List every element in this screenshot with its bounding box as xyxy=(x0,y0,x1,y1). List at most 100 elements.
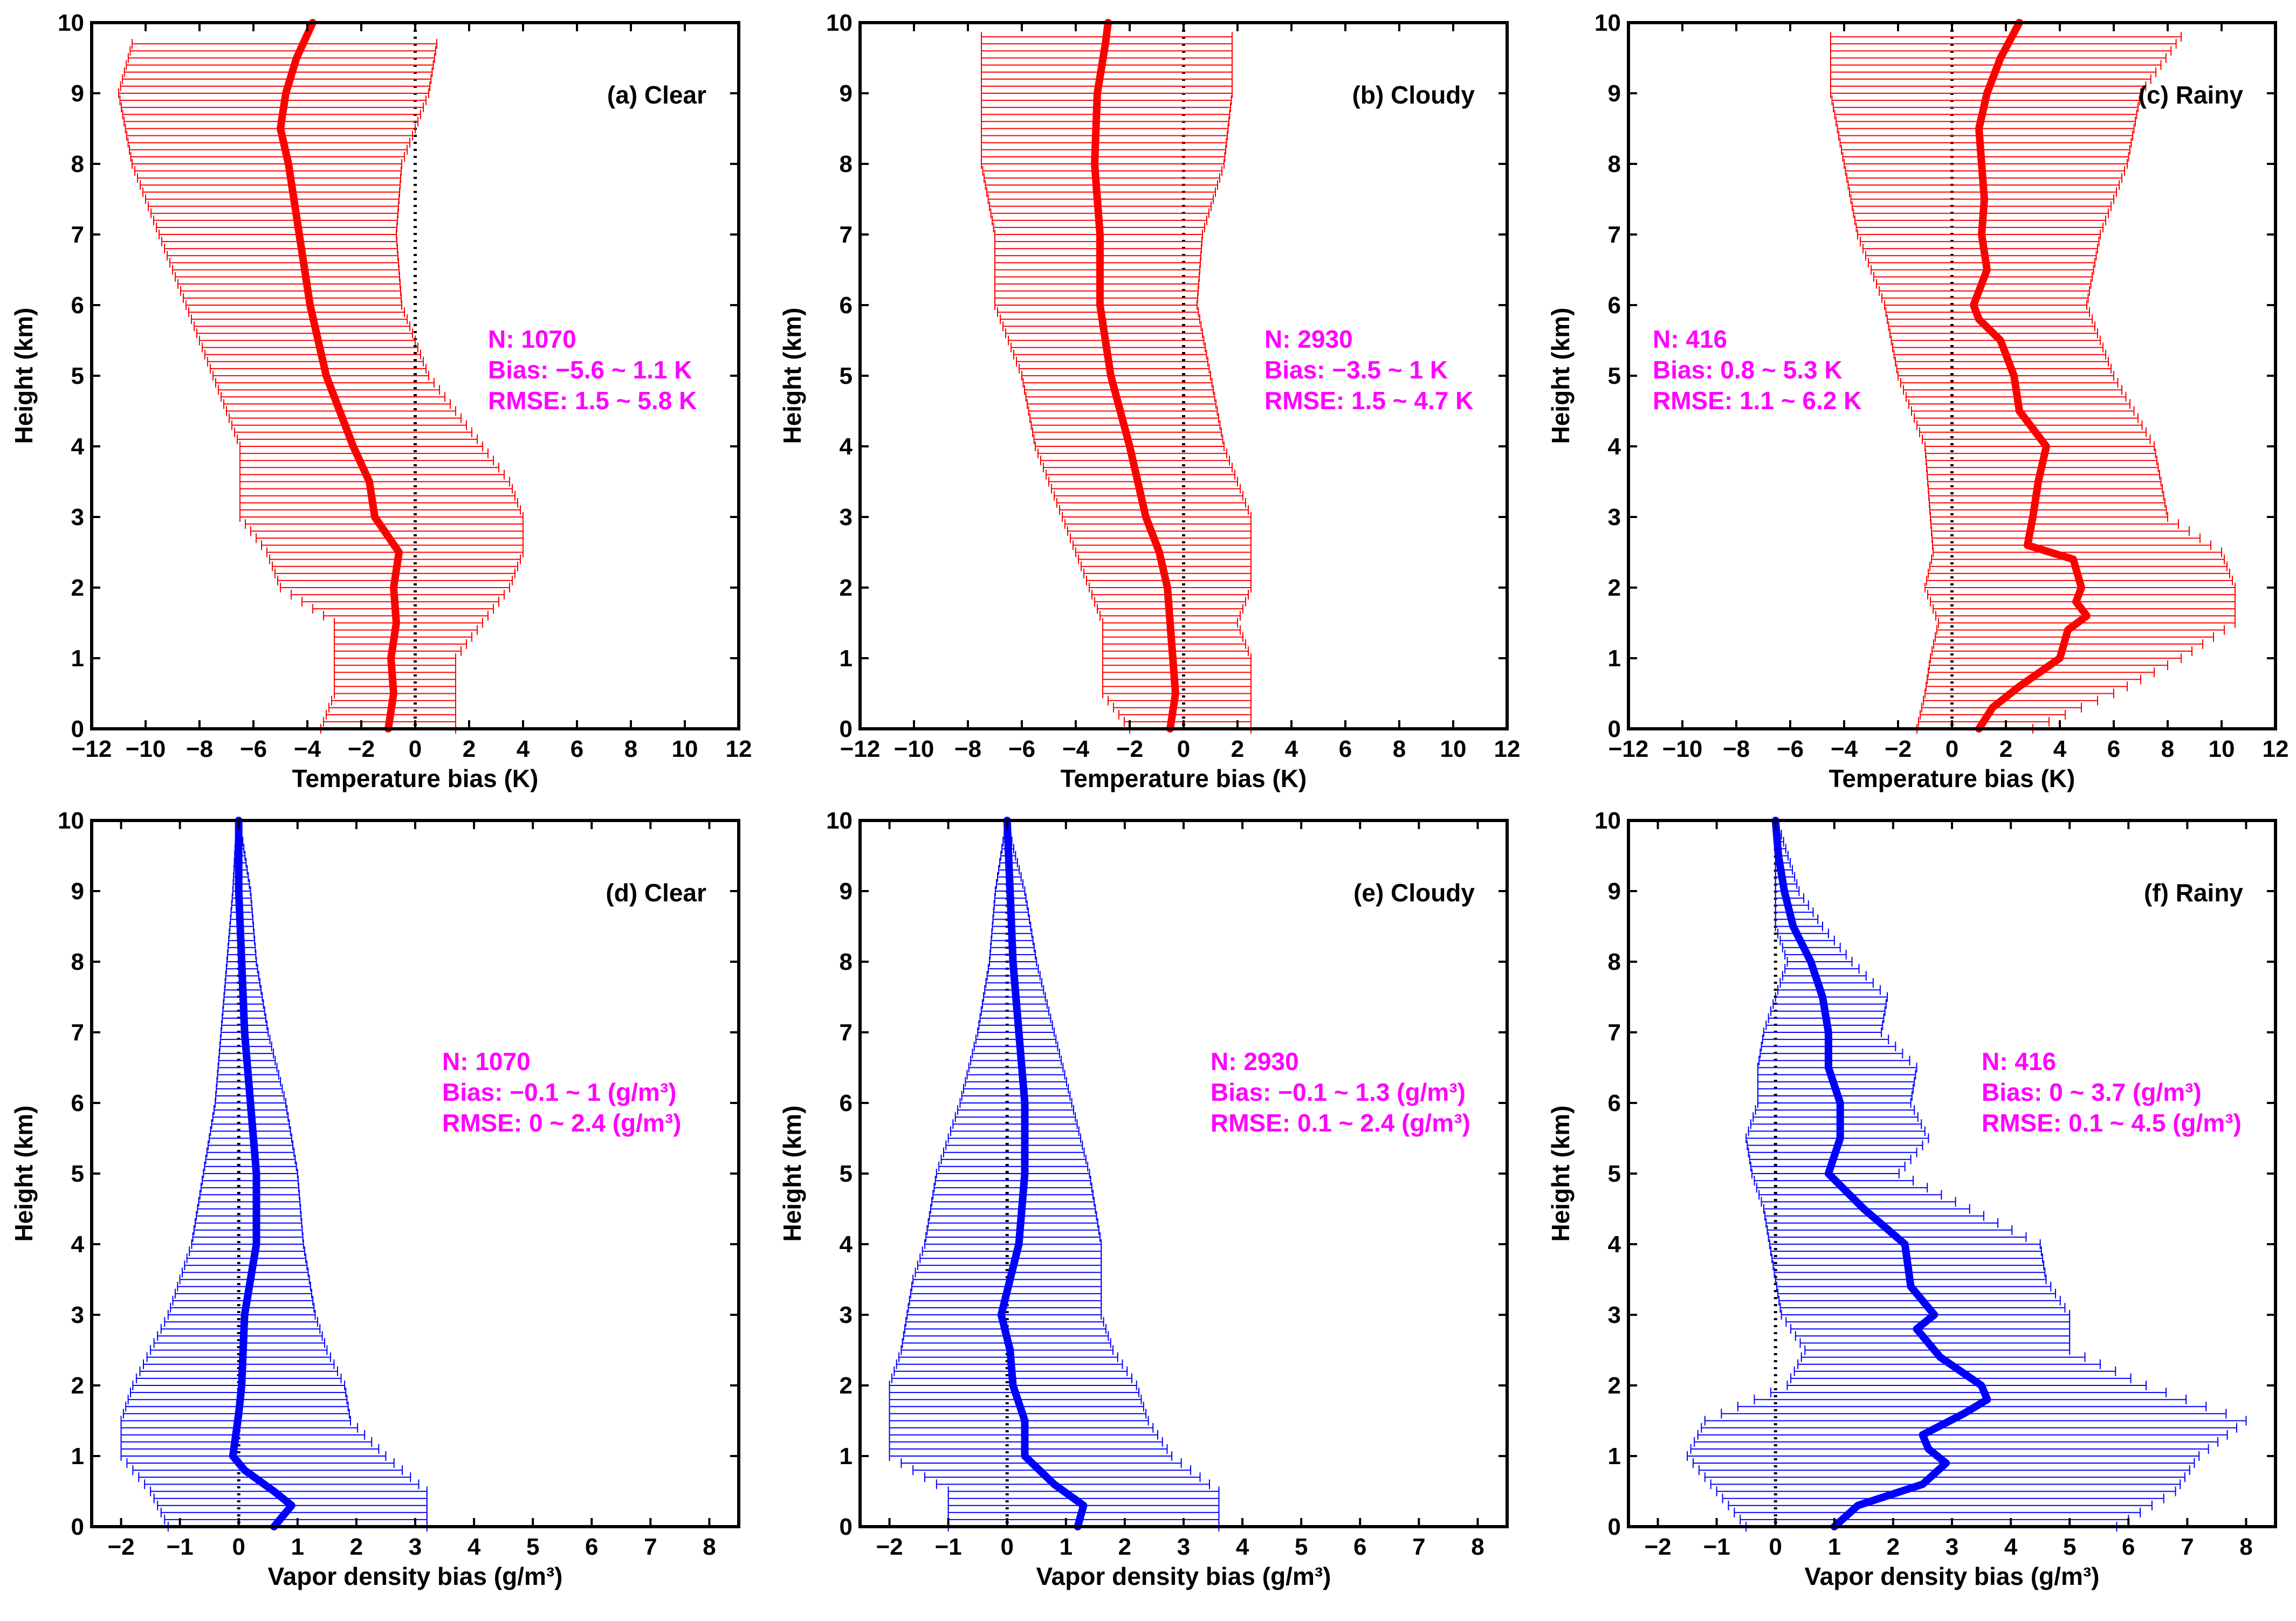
chart-c-y-tick-label: 4 xyxy=(1608,433,1621,460)
chart-c-y-tick-label: 9 xyxy=(1608,80,1621,107)
chart-a-x-tick-label: −6 xyxy=(240,736,267,762)
chart-d-x-tick-label: 5 xyxy=(526,1534,539,1560)
chart-a-x-tick-label: 12 xyxy=(726,736,752,762)
chart-b-y-tick-label: 3 xyxy=(840,504,853,530)
chart-c-y-tick-label: 2 xyxy=(1608,575,1621,601)
chart-c-y-tick-label: 7 xyxy=(1608,222,1621,248)
chart-f-x-tick-label: 8 xyxy=(2239,1534,2252,1560)
chart-c-panel-title: (c) Rainy xyxy=(2139,81,2244,109)
chart-c-y-tick-label: 8 xyxy=(1608,151,1621,177)
chart-d-y-tick-label: 2 xyxy=(71,1372,84,1399)
chart-b-panel-title: (b) Cloudy xyxy=(1352,81,1475,109)
chart-f-y-tick-label: 6 xyxy=(1608,1090,1621,1116)
chart-e-mean-profile xyxy=(997,817,1088,1530)
chart-d-y-tick-label: 10 xyxy=(58,808,84,834)
chart-d-y-tick-label: 4 xyxy=(71,1231,85,1258)
chart-e-panel-title: (e) Cloudy xyxy=(1353,879,1475,907)
chart-f-x-tick-label: 5 xyxy=(2063,1534,2076,1560)
chart-b-stat-n: N: 2930 xyxy=(1264,325,1353,353)
chart-c-y-tick-label: 3 xyxy=(1608,504,1621,530)
chart-f-x-tick-label: 7 xyxy=(2181,1534,2194,1560)
chart-d-y-tick-label: 6 xyxy=(71,1090,84,1116)
chart-c: −12 −10 −8 −6 −4 −2 0 2 4 6 8 10 12012345678910Tempe… xyxy=(1546,10,2288,792)
chart-b-y-tick-label: 9 xyxy=(840,80,853,107)
chart-b-x-tick-label: 8 xyxy=(1393,736,1406,762)
chart-d-x-axis-label: Vapor density bias (g/m³) xyxy=(268,1562,563,1590)
chart-d-x-tick-label: 1 xyxy=(291,1534,304,1560)
chart-b-y-tick-label: 8 xyxy=(840,151,853,177)
chart-b-x-tick-label: 2 xyxy=(1231,736,1244,762)
chart-e-x-tick-label: 1 xyxy=(1060,1534,1073,1560)
chart-e-y-tick-label: 6 xyxy=(840,1090,853,1116)
chart-d: −2 −1 0 1 2 3 4 5 6 7 8 0 1 2 3 4 5 6 7 8 9 10 Vapor density b… xyxy=(10,808,740,1590)
chart-a-y-tick-label: 9 xyxy=(71,80,84,107)
chart-b-y-tick-label: 4 xyxy=(840,433,853,460)
chart-b-y-tick-label: 10 xyxy=(826,10,853,36)
chart-c-x-tick-label: −10 xyxy=(1662,736,1703,762)
chart-f-y-tick-label: 1 xyxy=(1608,1443,1621,1470)
chart-f-x-tick-label: −1 xyxy=(1703,1534,1730,1560)
chart-b-x-tick-label: −2 xyxy=(1116,736,1143,762)
chart-b-x-tick-label: −8 xyxy=(954,736,981,762)
chart-f-y-tick-label: 8 xyxy=(1608,949,1621,975)
chart-a-y-axis-label: Height (km) xyxy=(10,308,38,444)
chart-d-x-tick-label: 4 xyxy=(468,1534,481,1560)
chart-d-x-tick-label: 2 xyxy=(350,1534,363,1560)
chart-e-stat-rmse: RMSE: 0.1 ~ 2.4 (g/m³) xyxy=(1211,1109,1470,1137)
chart-e-stat-n: N: 2930 xyxy=(1211,1047,1299,1075)
chart-c-y-tick-label: 5 xyxy=(1608,363,1621,389)
chart-b-stat-bias: Bias: −3.5 ~ 1 K xyxy=(1264,356,1448,384)
chart-e-x-axis-label: Vapor density bias (g/m³) xyxy=(1036,1562,1331,1590)
chart-f-y-axis-label: Height (km) xyxy=(1546,1106,1575,1242)
chart-e-x-tick-label: 5 xyxy=(1295,1534,1308,1560)
chart-e-y-tick-label: 1 xyxy=(840,1443,853,1470)
chart-c-x-tick-label: −8 xyxy=(1723,736,1750,762)
chart-c-stat-n: N: 416 xyxy=(1653,325,1727,353)
chart-f-y-tick-label: 3 xyxy=(1608,1302,1621,1328)
chart-d-y-tick-label: 5 xyxy=(71,1161,84,1187)
chart-e-x-tick-label: 4 xyxy=(1236,1534,1249,1560)
chart-f-x-tick-label: −2 xyxy=(1644,1534,1671,1560)
chart-d-y-tick-label: 3 xyxy=(71,1302,84,1328)
chart-a-x-tick-label: −2 xyxy=(348,736,375,762)
chart-c-stat-rmse: RMSE: 1.1 ~ 6.2 K xyxy=(1653,387,1861,415)
chart-d-y-tick-label: 7 xyxy=(71,1019,84,1046)
chart-a-y-tick-label: 7 xyxy=(71,222,84,248)
chart-f-x-axis-label: Vapor density bias (g/m³) xyxy=(1805,1562,2100,1590)
chart-f: −2 −1 0 1 2 3 4 5 6 7 8 0 1 2 3 4 5 6 7 8 9 10 Vapor density b… xyxy=(1546,808,2277,1590)
chart-d-stat-rmse: RMSE: 0 ~ 2.4 (g/m³) xyxy=(442,1109,681,1137)
chart-b-y-tick-label: 7 xyxy=(840,222,853,248)
chart-a-panel-title: (a) Clear xyxy=(607,81,706,109)
chart-a-y-tick-label: 3 xyxy=(71,504,84,530)
chart-b-stat-rmse: RMSE: 1.5 ~ 4.7 K xyxy=(1264,387,1473,415)
chart-a-stat-rmse: RMSE: 1.5 ~ 5.8 K xyxy=(488,387,697,415)
chart-b-y-tick-label: 2 xyxy=(840,575,853,601)
chart-a-y-tick-label: 2 xyxy=(71,575,84,601)
chart-b-y-tick-label: 6 xyxy=(840,292,853,319)
chart-b-x-tick-label: 6 xyxy=(1339,736,1352,762)
chart-f-panel-title: (f) Rainy xyxy=(2144,879,2243,907)
chart-b-x-tick-label: −10 xyxy=(894,736,934,762)
chart-d-x-tick-label: 8 xyxy=(703,1534,716,1560)
chart-e-y-tick-label: 10 xyxy=(826,808,853,834)
chart-a-x-tick-label: 4 xyxy=(517,736,530,762)
chart-d-y-tick-label: 8 xyxy=(71,949,84,975)
chart-c-x-tick-label: 12 xyxy=(2263,736,2289,762)
chart-d-x-tick-label: 7 xyxy=(644,1534,657,1560)
chart-f-x-tick-label: 2 xyxy=(1887,1534,1900,1560)
chart-c-y-axis-label: Height (km) xyxy=(1546,308,1575,444)
chart-c-x-tick-label: −4 xyxy=(1831,736,1858,762)
chart-d-stat-n: N: 1070 xyxy=(442,1047,531,1075)
chart-d-x-tick-label: −2 xyxy=(107,1534,134,1560)
chart-a-y-tick-label: 1 xyxy=(71,645,84,672)
chart-f-x-tick-label: 4 xyxy=(2004,1534,2018,1560)
chart-c-y-tick-label: 10 xyxy=(1594,10,1621,36)
chart-c-stat-bias: Bias: 0.8 ~ 5.3 K xyxy=(1653,356,1843,384)
chart-d-mean-profile xyxy=(229,817,295,1530)
chart-c-x-tick-label: 0 xyxy=(1946,736,1958,762)
chart-c-x-axis-label: Temperature bias (K) xyxy=(1829,764,2075,792)
chart-f-stat-rmse: RMSE: 0.1 ~ 4.5 (g/m³) xyxy=(1982,1109,2242,1137)
chart-b: −12 −10 −8 −6 −4 −2 0 2 4 6 8 10 12012345678910Tempe… xyxy=(778,10,1520,792)
chart-a-x-tick-label: 10 xyxy=(672,736,698,762)
